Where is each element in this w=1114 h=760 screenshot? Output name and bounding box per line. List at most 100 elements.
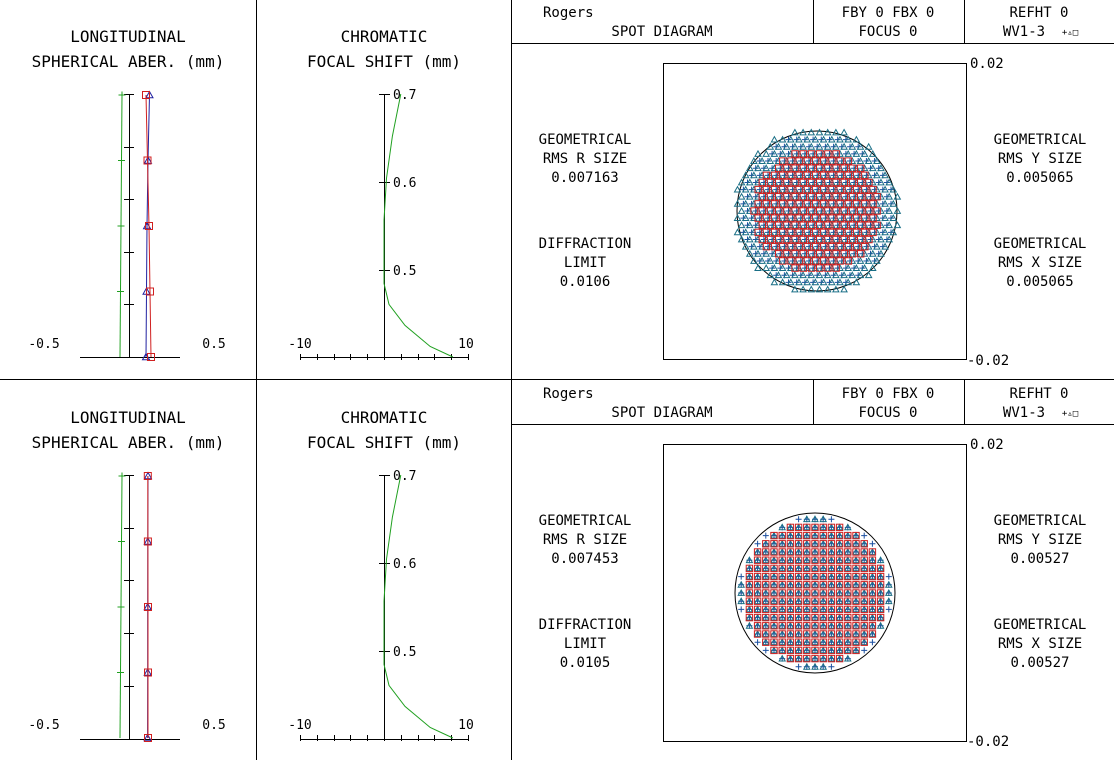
spot-point-triangle xyxy=(815,128,824,136)
spot-point-triangle xyxy=(803,135,812,143)
spot-point-square xyxy=(852,564,860,573)
spot-point-square xyxy=(795,257,803,265)
spot-point-square xyxy=(762,540,770,548)
spot-point-triangle xyxy=(876,572,885,580)
spot-point-square xyxy=(816,164,824,172)
spot-point-triangle xyxy=(819,135,828,143)
spot-focus: FOCUS 0 xyxy=(858,24,917,40)
spot-point-square xyxy=(835,572,844,581)
spot-point-triangle xyxy=(873,185,881,193)
spot-point-square xyxy=(803,185,812,194)
spot-point-triangle xyxy=(856,256,865,264)
spot-point-square xyxy=(783,164,791,172)
spot-scale-top: 0.02 xyxy=(970,56,1004,72)
spot-point-triangle xyxy=(770,531,778,539)
spot-point-square xyxy=(794,564,803,573)
spot-point-square xyxy=(786,548,795,556)
spherical-x-max-label: 0.5 xyxy=(202,718,225,733)
spot-point-square xyxy=(820,157,828,165)
spot-point-square xyxy=(799,193,807,201)
spot-point-triangle xyxy=(733,214,742,222)
spot-point-triangle xyxy=(761,621,770,629)
spot-point-triangle xyxy=(848,142,857,150)
spot-point-square xyxy=(835,646,844,655)
spot-point-triangle xyxy=(852,638,860,646)
spot-point-triangle xyxy=(819,556,828,564)
spot-point-square xyxy=(852,597,860,605)
spot-point-square xyxy=(758,207,766,215)
spot-point-triangle xyxy=(774,142,783,150)
spot-point-triangle xyxy=(807,128,816,136)
spot-point-square xyxy=(848,193,857,201)
spot-point-square xyxy=(770,185,779,194)
spot-point-triangle xyxy=(786,613,795,621)
spot-point-triangle xyxy=(835,638,844,646)
spot-point-square xyxy=(819,597,827,605)
spot-point-triangle xyxy=(835,523,844,531)
spot-point-triangle xyxy=(868,588,877,596)
spot-scale-bottom: -0.02 xyxy=(967,734,1009,750)
spot-point-square xyxy=(770,613,778,622)
spot-point-square xyxy=(803,581,811,589)
spherical-title-line2: SPHERICAL ABER. (mm) xyxy=(32,52,225,71)
spot-point-triangle xyxy=(843,605,852,613)
chromatic-x-ticks xyxy=(300,735,469,741)
spot-point-square xyxy=(786,638,795,646)
spot-point-triangle xyxy=(827,278,836,286)
spot-point-triangle xyxy=(827,564,836,572)
spot-point-triangle xyxy=(758,256,766,264)
spot-point-square xyxy=(832,150,840,158)
spot-point-triangle xyxy=(762,264,771,271)
spot-point-square xyxy=(811,581,819,589)
airy-disk xyxy=(734,512,896,674)
spot-point-triangle xyxy=(791,128,799,136)
spot-point-square xyxy=(803,638,811,646)
spot-point-triangle xyxy=(778,588,787,596)
spot-point-square xyxy=(811,597,819,605)
spot-point-triangle xyxy=(852,531,860,539)
spot-point-triangle xyxy=(802,629,811,637)
spot-point-triangle xyxy=(786,646,795,654)
spot-point-square xyxy=(794,638,803,646)
spot-point-square xyxy=(803,605,811,614)
spot-point-triangle xyxy=(811,539,819,547)
spot-point-triangle xyxy=(873,228,881,236)
spot-point-triangle xyxy=(860,629,869,637)
spot-point-triangle xyxy=(741,214,750,222)
spot-point-square xyxy=(865,235,873,244)
spot-point-triangle xyxy=(794,564,803,572)
spot-point-square xyxy=(811,257,820,265)
spot-point-triangle xyxy=(794,588,803,596)
spot-wavelengths: WV1-3 xyxy=(1003,24,1045,40)
spot-point-square xyxy=(816,235,824,244)
spot-point-square xyxy=(835,548,844,556)
spot-point-square xyxy=(745,564,754,573)
spot-point-triangle xyxy=(741,228,750,236)
spot-point-triangle xyxy=(794,580,803,588)
spot-point-square xyxy=(778,540,786,548)
spot-point-square xyxy=(836,157,844,165)
spot-point-triangle xyxy=(827,588,836,596)
spot-point-square xyxy=(860,572,868,581)
spot-point-triangle xyxy=(794,556,803,564)
spot-point-triangle xyxy=(815,271,824,279)
spot-point-square xyxy=(835,564,844,573)
spot-point-square xyxy=(836,228,844,237)
spot-point-square xyxy=(827,605,836,614)
spot-point-triangle xyxy=(877,235,885,243)
spot-point-square xyxy=(807,207,816,215)
spot-point-triangle xyxy=(884,597,893,605)
spot-point-triangle xyxy=(877,249,885,257)
spot-point-triangle xyxy=(786,588,795,596)
spot-point-square xyxy=(828,157,836,165)
spot-point-square xyxy=(835,589,844,597)
spot-point-square xyxy=(835,540,844,548)
spot-point-triangle xyxy=(811,646,819,654)
rms-y-line1: GEOMETRICAL xyxy=(994,132,1087,148)
spot-point-square xyxy=(836,171,844,180)
spot-point-triangle xyxy=(811,588,819,596)
spot-point-triangle xyxy=(852,646,860,654)
spot-point-triangle xyxy=(877,206,885,214)
spot-point-square xyxy=(848,207,857,215)
